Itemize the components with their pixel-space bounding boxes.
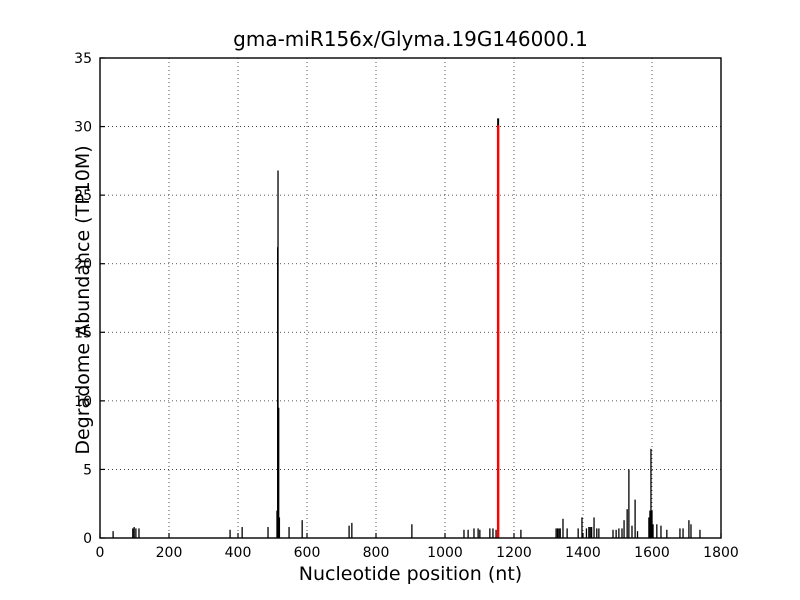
y-tick-label: 25 (74, 188, 92, 204)
y-tick-label: 35 (74, 51, 92, 67)
x-axis-label: Nucleotide position (nt) (298, 563, 523, 585)
x-tick-label: 1600 (634, 545, 670, 561)
y-tick-label: 15 (74, 325, 92, 341)
chart-title: gma-miR156x/Glyma.19G146000.1 (233, 27, 588, 51)
x-tick-label: 0 (96, 545, 105, 561)
x-tick-label: 800 (363, 545, 390, 561)
x-tick-label: 600 (294, 545, 321, 561)
y-tick-label: 5 (83, 462, 92, 478)
x-tick-label: 1400 (565, 545, 601, 561)
y-tick-label: 30 (74, 120, 92, 136)
x-tick-label: 200 (156, 545, 183, 561)
axes-spine (99, 57, 722, 539)
x-tick-label: 1200 (496, 545, 532, 561)
y-tick-label: 20 (74, 257, 92, 273)
x-tick-label: 1800 (703, 545, 739, 561)
x-tick-label: 400 (225, 545, 252, 561)
y-axis-label: Degradome Abundance (TP10M) (72, 145, 94, 455)
x-tick-label: 1000 (427, 545, 463, 561)
y-tick-label: 0 (83, 531, 92, 547)
y-tick-label: 10 (74, 394, 92, 410)
